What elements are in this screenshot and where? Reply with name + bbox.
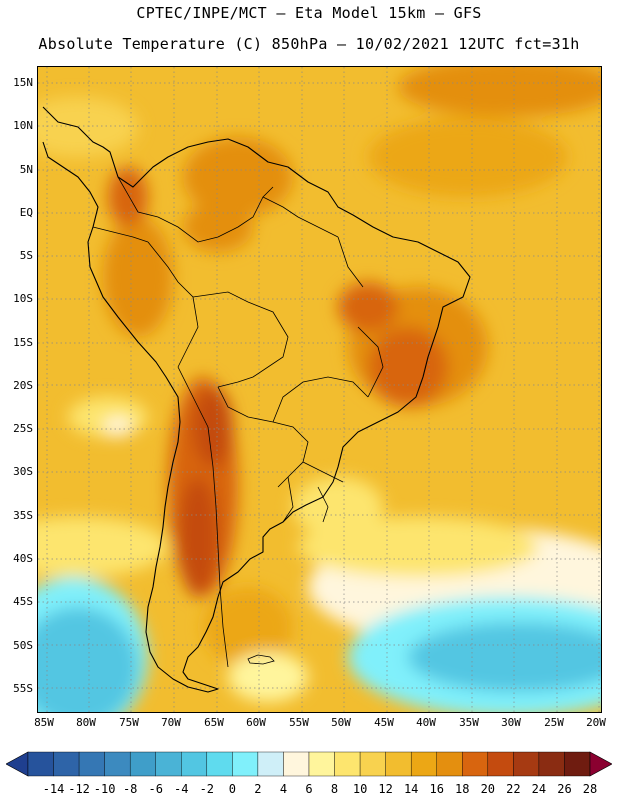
colorbar-swatch (27, 751, 54, 777)
colorbar-label: -14 (42, 782, 65, 796)
falkland-islands (247, 654, 275, 665)
colorbar-swatch (359, 751, 386, 777)
colorbar-swatch (181, 751, 208, 777)
lat-label-5n: 5N (19, 163, 33, 176)
colorbar-swatch (53, 751, 80, 777)
lon-label-50w: 50W (331, 716, 351, 729)
colorbar-swatch (385, 751, 412, 777)
lat-label-50s: 50S (13, 639, 33, 652)
temperature-field (38, 67, 601, 712)
lat-label-10s: 10S (13, 292, 33, 305)
lat-label-20s: 20S (13, 379, 33, 392)
colorbar-label: 24 (531, 782, 547, 796)
lon-label-45w: 45W (374, 716, 394, 729)
lon-label-55w: 55W (289, 716, 309, 729)
temperature-map (38, 67, 601, 712)
colorbar-swatch (129, 751, 156, 777)
colorbar-swatch (436, 751, 463, 777)
lat-label-35s: 35S (13, 509, 33, 522)
colorbar-label: 12 (378, 782, 393, 796)
lon-label-25w: 25W (544, 716, 564, 729)
colorbar-swatch (308, 751, 335, 777)
lon-label-65w: 65W (204, 716, 224, 729)
colorbar-swatch (283, 751, 310, 777)
lon-label-60w: 60W (246, 716, 266, 729)
lon-label-70w: 70W (161, 716, 181, 729)
colorbar (6, 751, 612, 777)
colorbar-label: 8 (330, 782, 339, 796)
map-panel (37, 66, 602, 713)
colorbar-swatch (564, 751, 591, 777)
colorbar-label: -4 (174, 782, 189, 796)
colorbar-label: 28 (582, 782, 598, 796)
lat-label-15s: 15S (13, 336, 33, 349)
lat-label-5s: 5S (19, 249, 33, 262)
lat-label-eq: EQ (19, 206, 33, 219)
colorbar-label: -6 (148, 782, 163, 796)
colorbar-swatch (232, 751, 259, 777)
lon-label-80w: 80W (76, 716, 96, 729)
lon-label-85w: 85W (34, 716, 54, 729)
colorbar-label: 22 (506, 782, 521, 796)
country-borders (92, 176, 384, 668)
colorbar-swatch (538, 751, 565, 777)
colorbar-label: 4 (279, 782, 288, 796)
colorbar-label: 10 (352, 782, 368, 796)
colorbar-swatch (487, 751, 514, 777)
colorbar-swatch (462, 751, 489, 777)
colorbar-label: -8 (122, 782, 138, 796)
colorbar-swatch (513, 751, 540, 777)
lon-label-20w: 20W (586, 716, 606, 729)
lon-label-75w: 75W (119, 716, 139, 729)
colorbar-swatch (410, 751, 437, 777)
lat-label-40s: 40S (13, 552, 33, 565)
lon-label-35w: 35W (459, 716, 479, 729)
lon-label-30w: 30W (501, 716, 521, 729)
lat-label-25s: 25S (13, 422, 33, 435)
lat-label-30s: 30S (13, 465, 33, 478)
colorbar-swatch (206, 751, 233, 777)
colorbar-swatch (155, 751, 182, 777)
lon-label-40w: 40W (416, 716, 436, 729)
colorbar-label: 18 (455, 782, 470, 796)
colorbar-label: -12 (68, 782, 90, 796)
colorbar-label: 16 (429, 782, 444, 796)
colorbar-label: -2 (199, 782, 215, 796)
lat-label-15n: 15N (13, 76, 33, 89)
colorbar-arrow-max (589, 751, 612, 777)
lat-label-10n: 10N (13, 119, 33, 132)
colorbar-label: 2 (254, 782, 262, 796)
colorbar-label: 6 (305, 782, 313, 796)
colorbar-label: 0 (228, 782, 236, 796)
colorbar-swatch (334, 751, 361, 777)
colorbar-label: 20 (480, 782, 496, 796)
title-line-2: Absolute Temperature (C) 850hPa – 10/02/… (38, 35, 580, 53)
colorbar-label: -10 (93, 782, 116, 796)
title-line-1: CPTEC/INPE/MCT – Eta Model 15km – GFS (136, 4, 482, 22)
colorbar-swatch (78, 751, 105, 777)
colorbar-label: 26 (557, 782, 572, 796)
colorbar-swatch (257, 751, 284, 777)
colorbar-swatch (104, 751, 131, 777)
colorbar-arrow-min (6, 751, 29, 777)
continent-outline (42, 106, 471, 693)
colorbar-label: 14 (403, 782, 419, 796)
lat-label-45s: 45S (13, 595, 33, 608)
lat-label-55s: 55S (13, 682, 33, 695)
